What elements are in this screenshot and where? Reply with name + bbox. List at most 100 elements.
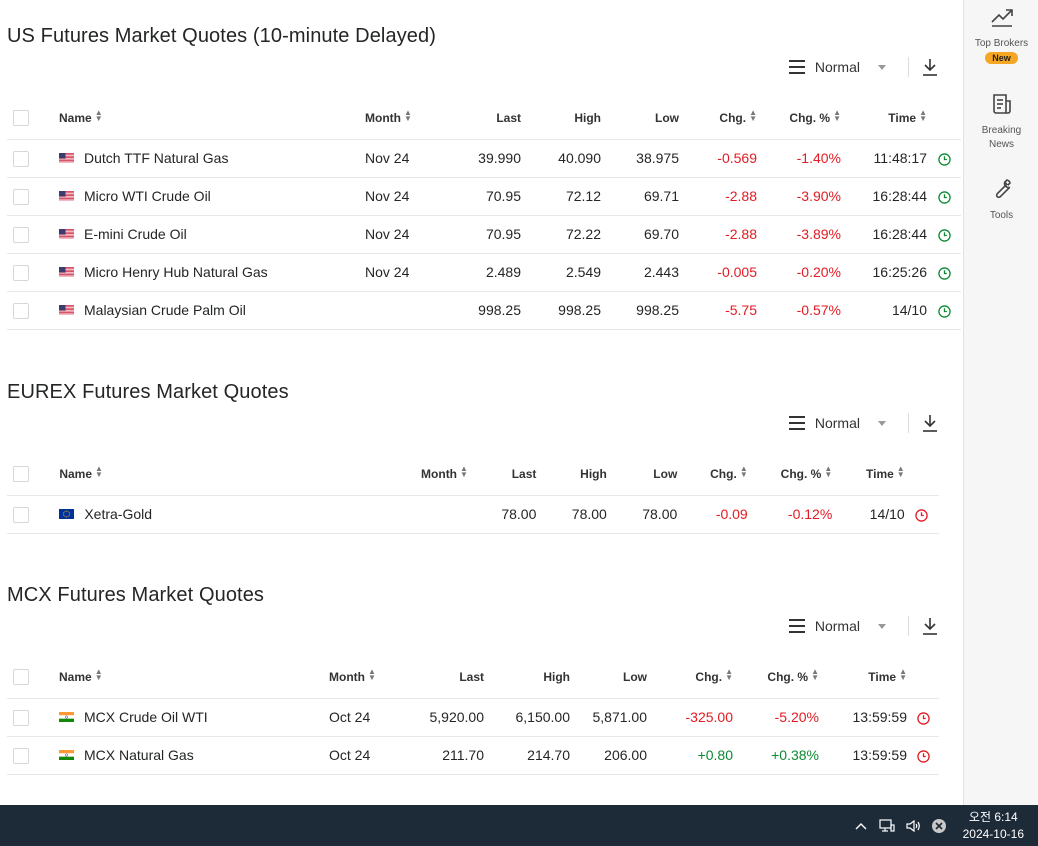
table-row[interactable]: Xetra-Gold 78.00 78.00 78.00 -0.09 -0.12% 14/1…	[7, 495, 939, 534]
sort-arrows-icon[interactable]: ▲ ▼	[94, 667, 103, 683]
column-header-chg-pct[interactable]: Chg. % ▲ ▼	[733, 656, 819, 699]
last-cell: 70.95	[443, 215, 521, 254]
column-header-label: Chg. %	[789, 111, 831, 126]
sort-arrows-icon[interactable]: ▲ ▼	[833, 108, 841, 124]
sidebar-item-breaking-news[interactable]: Breaking News	[964, 92, 1038, 152]
sort-arrows-icon[interactable]: ▲ ▼	[919, 108, 927, 124]
column-header-chg[interactable]: Chg. ▲ ▼	[647, 656, 733, 699]
view-mode-dropdown[interactable]: Normal	[788, 59, 898, 75]
sort-arrows-icon[interactable]: ▲ ▼	[367, 667, 376, 683]
instrument-name[interactable]: Xetra-Gold	[59, 506, 401, 522]
sort-arrows-icon[interactable]: ▲ ▼	[460, 464, 468, 480]
view-mode-dropdown[interactable]: Normal	[788, 415, 898, 431]
instrument-name-label[interactable]: Micro Henry Hub Natural Gas	[84, 264, 268, 280]
column-header-month[interactable]: Month ▲ ▼	[401, 453, 468, 496]
sort-arrows-icon[interactable]: ▲ ▼	[725, 667, 733, 683]
instrument-name[interactable]: Micro Henry Hub Natural Gas	[59, 264, 365, 280]
column-header-chg[interactable]: Chg. ▲ ▼	[677, 453, 748, 496]
last-cell: 70.95	[443, 177, 521, 216]
checkbox[interactable]	[13, 465, 29, 482]
close-circle-icon[interactable]	[931, 818, 947, 834]
column-header-label: Time	[868, 670, 897, 685]
column-header-chg-pct[interactable]: Chg. % ▲ ▼	[757, 97, 841, 140]
download-icon[interactable]	[921, 57, 939, 77]
column-header-label: Chg.	[710, 467, 737, 482]
column-header-label: Last	[459, 669, 484, 684]
instrument-name[interactable]: E-mini Crude Oil	[59, 226, 365, 242]
checkbox[interactable]	[13, 302, 29, 319]
table-row[interactable]: Dutch TTF Natural Gas Nov 24 39.990 40.090 3…	[7, 139, 961, 178]
instrument-name[interactable]: Malaysian Crude Palm Oil	[59, 302, 365, 318]
high-cell: 40.090	[521, 139, 601, 178]
checkbox[interactable]	[13, 226, 29, 243]
row-select-cell	[7, 215, 59, 254]
instrument-name[interactable]: Micro WTI Crude Oil	[59, 188, 365, 204]
month-cell: Nov 24	[365, 177, 443, 216]
sort-arrows-icon[interactable]: ▲ ▼	[749, 108, 757, 124]
sidebar-item-tools[interactable]: Tools	[964, 176, 1038, 221]
column-header-name[interactable]: Name ▲ ▼	[59, 97, 365, 140]
instrument-name-label[interactable]: Xetra-Gold	[84, 506, 153, 522]
section-title: US Futures Market Quotes (10-minute Dela…	[7, 25, 437, 47]
sidebar-item-top-brokers[interactable]: Top Brokers New	[964, 4, 1038, 64]
instrument-name-label[interactable]: MCX Crude Oil WTI	[84, 709, 208, 725]
network-icon[interactable]	[879, 818, 895, 834]
instrument-name-label[interactable]: E-mini Crude Oil	[84, 226, 187, 242]
column-header-month[interactable]: Month ▲ ▼	[329, 656, 395, 699]
table-row[interactable]: MCX Crude Oil WTI Oct 24 5,920.00 6,150.00 5…	[7, 698, 939, 737]
checkbox[interactable]	[13, 506, 29, 523]
column-header-time[interactable]: Time ▲ ▼	[832, 453, 905, 496]
chevron-up-icon[interactable]	[853, 818, 869, 834]
download-icon[interactable]	[921, 413, 939, 433]
sort-arrows-icon[interactable]: ▲ ▼	[899, 667, 907, 683]
instrument-name[interactable]: MCX Crude Oil WTI	[59, 709, 329, 725]
column-header-high: High	[484, 656, 570, 699]
view-mode-dropdown[interactable]: Normal	[788, 618, 898, 634]
instrument-name[interactable]: MCX Natural Gas	[59, 747, 329, 763]
quotes-table: Name ▲ ▼ Month ▲ ▼ Last High Low Chg. ▲ ▼ Chg. % ▲ ▼ Ti…	[7, 453, 939, 534]
checkbox[interactable]	[13, 709, 29, 726]
instrument-name-label[interactable]: Malaysian Crude Palm Oil	[84, 302, 246, 318]
clock-icon	[916, 750, 930, 763]
column-header-name[interactable]: Name ▲ ▼	[59, 453, 402, 496]
sort-arrows-icon[interactable]: ▲ ▼	[739, 464, 748, 480]
column-header-label: Name	[59, 670, 92, 685]
instrument-name-label[interactable]: MCX Natural Gas	[84, 747, 194, 763]
volume-icon[interactable]	[905, 818, 921, 834]
column-header-time[interactable]: Time ▲ ▼	[841, 97, 927, 140]
instrument-name[interactable]: Dutch TTF Natural Gas	[59, 150, 365, 166]
instrument-name-cell: Micro WTI Crude Oil	[59, 177, 365, 216]
checkbox[interactable]	[13, 150, 29, 167]
table-row[interactable]: Micro WTI Crude Oil Nov 24 70.95 72.12 69.71…	[7, 177, 961, 216]
checkbox[interactable]	[13, 668, 29, 685]
sort-arrows-icon[interactable]: ▲ ▼	[896, 464, 905, 480]
instrument-name-label[interactable]: Micro WTI Crude Oil	[84, 188, 211, 204]
table-row[interactable]: Micro Henry Hub Natural Gas Nov 24 2.489 2.…	[7, 253, 961, 292]
table-row[interactable]: E-mini Crude Oil Nov 24 70.95 72.22 69.70 -2.…	[7, 215, 961, 254]
table-row[interactable]: Malaysian Crude Palm Oil 998.25 998.25 998.…	[7, 291, 961, 330]
clock-icon	[937, 229, 951, 242]
column-header-time[interactable]: Time ▲ ▼	[819, 656, 907, 699]
instrument-name-label[interactable]: Dutch TTF Natural Gas	[84, 150, 229, 166]
sort-arrows-icon[interactable]: ▲ ▼	[811, 667, 819, 683]
column-header-label: Month	[421, 467, 458, 482]
checkbox[interactable]	[13, 109, 29, 126]
sort-arrows-icon[interactable]: ▲ ▼	[403, 108, 412, 124]
checkbox[interactable]	[13, 264, 29, 281]
checkbox[interactable]	[13, 188, 29, 205]
checkbox[interactable]	[13, 747, 29, 764]
sort-arrows-icon[interactable]: ▲ ▼	[94, 108, 103, 124]
sort-arrows-icon[interactable]: ▲ ▼	[824, 464, 833, 480]
market-status-cell	[927, 291, 961, 330]
download-icon[interactable]	[921, 616, 939, 636]
column-header-chg[interactable]: Chg. ▲ ▼	[679, 97, 757, 140]
table-row[interactable]: MCX Natural Gas Oct 24 211.70 214.70 206.00 +…	[7, 736, 939, 775]
column-header-month[interactable]: Month ▲ ▼	[365, 97, 443, 140]
time-cell: 13:59:59	[819, 698, 907, 737]
column-header-chg-pct[interactable]: Chg. % ▲ ▼	[747, 453, 833, 496]
taskbar-clock[interactable]: 오전 6:14 2024-10-16	[963, 809, 1024, 843]
hamburger-icon	[788, 619, 805, 633]
right-sidebar: Top Brokers New Breaking News Tools	[963, 0, 1038, 805]
sort-arrows-icon[interactable]: ▲ ▼	[95, 464, 103, 480]
column-header-name[interactable]: Name ▲ ▼	[59, 656, 329, 699]
